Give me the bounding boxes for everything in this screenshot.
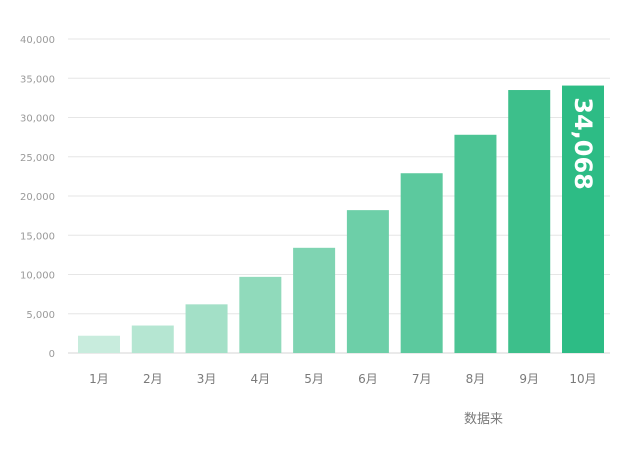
y-tick-label: 15,000 <box>20 231 55 242</box>
x-tick-label: 5月 <box>304 372 324 386</box>
y-tick-label: 20,000 <box>20 192 55 203</box>
x-tick-label: 1月 <box>89 372 109 386</box>
y-tick-label: 5,000 <box>26 310 55 321</box>
y-tick-label: 30,000 <box>20 114 55 125</box>
x-tick-label: 7月 <box>412 372 432 386</box>
bar <box>508 90 551 354</box>
x-axis-ticks: 1月 2月 3月 4月 5月 6月 7月 8月 9月 10月 <box>89 372 596 386</box>
bar <box>239 276 282 353</box>
x-tick-label: 10月 <box>569 372 596 386</box>
y-tick-label: 0 <box>49 349 55 360</box>
bar <box>454 134 497 353</box>
x-tick-label: 4月 <box>251 372 271 386</box>
y-tick-label: 10,000 <box>20 271 55 282</box>
y-tick-label: 25,000 <box>20 153 55 164</box>
y-tick-label: 40,000 <box>20 35 55 46</box>
bar <box>562 85 604 354</box>
bar <box>131 325 174 353</box>
bar <box>293 247 336 353</box>
bar <box>346 210 389 353</box>
x-tick-label: 3月 <box>197 372 217 386</box>
source-fade <box>495 400 555 430</box>
data-labels: 34,068 <box>569 97 597 190</box>
x-tick-label: 8月 <box>466 372 486 386</box>
gridlines <box>68 38 610 354</box>
source-note: 数据来 <box>464 412 504 427</box>
y-tick-label: 35,000 <box>20 74 55 85</box>
y-axis-ticks: 0 5,000 10,000 15,000 20,000 25,000 30,000 35,0… <box>20 35 55 360</box>
x-tick-label: 6月 <box>358 372 378 386</box>
bars <box>78 85 604 354</box>
x-tick-label: 2月 <box>143 372 163 386</box>
bar <box>78 335 120 353</box>
x-tick-label: 9月 <box>519 372 539 386</box>
bar <box>185 304 228 353</box>
bar <box>400 173 443 353</box>
bar-value-label: 34,068 <box>569 97 597 190</box>
